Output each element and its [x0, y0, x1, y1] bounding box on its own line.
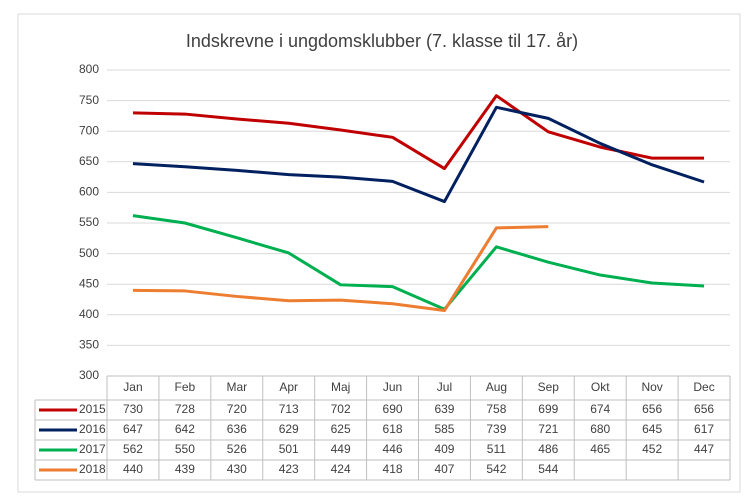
table-value: 739: [486, 422, 506, 436]
table-value: 542: [486, 462, 506, 476]
table-value: 418: [383, 462, 403, 476]
table-value: 452: [642, 442, 662, 456]
x-tick-label: Okt: [591, 380, 610, 394]
table-value: 713: [279, 402, 299, 416]
x-tick-label: Apr: [279, 380, 298, 394]
table-value: 449: [331, 442, 351, 456]
table-value: 656: [642, 402, 662, 416]
x-tick-label: Feb: [175, 380, 196, 394]
table-value: 439: [175, 462, 195, 476]
table-value: 625: [331, 422, 351, 436]
legend-label: 2016: [79, 422, 106, 436]
y-tick-label: 750: [79, 93, 99, 107]
legend-label: 2017: [79, 442, 106, 456]
table-value: 544: [538, 462, 558, 476]
table-value: 647: [123, 422, 143, 436]
y-tick-label: 500: [79, 246, 99, 260]
x-tick-label: Jun: [383, 380, 402, 394]
legend-label: 2015: [79, 402, 106, 416]
table-value: 639: [434, 402, 454, 416]
x-tick-label: Maj: [331, 380, 350, 394]
table-value: 409: [434, 442, 454, 456]
table-value: 721: [538, 422, 558, 436]
x-tick-label: Mar: [226, 380, 247, 394]
table-value: 702: [331, 402, 351, 416]
table-value: 617: [694, 422, 714, 436]
table-value: 407: [434, 462, 454, 476]
chart-border: [17, 13, 741, 493]
table-value: 642: [175, 422, 195, 436]
x-tick-label: Aug: [486, 380, 507, 394]
table-value: 758: [486, 402, 506, 416]
table-value: 501: [279, 442, 299, 456]
table-value: 728: [175, 402, 195, 416]
table-value: 526: [227, 442, 247, 456]
table-value: 446: [383, 442, 403, 456]
table-value: 424: [331, 462, 351, 476]
x-tick-label: Dec: [693, 380, 714, 394]
series-line: [132, 94, 705, 171]
table-value: 680: [590, 422, 610, 436]
table-value: 447: [694, 442, 714, 456]
y-tick-label: 800: [79, 62, 99, 76]
table-value: 423: [279, 462, 299, 476]
table-value: 656: [694, 402, 714, 416]
table-value: 486: [538, 442, 558, 456]
table-value: 562: [123, 442, 143, 456]
table-value: 645: [642, 422, 662, 436]
x-tick-label: Jul: [437, 380, 452, 394]
series-line: [132, 105, 705, 204]
legend-label: 2018: [79, 462, 106, 476]
table-value: 629: [279, 422, 299, 436]
y-tick-label: 700: [79, 123, 99, 137]
table-value: 440: [123, 462, 143, 476]
table-value: 618: [383, 422, 403, 436]
y-tick-label: 350: [79, 338, 99, 352]
y-tick-label: 600: [79, 185, 99, 199]
table-value: 511: [487, 442, 506, 456]
x-tick-label: Nov: [641, 380, 662, 394]
table-value: 636: [227, 422, 247, 436]
table-value: 720: [227, 402, 247, 416]
y-tick-label: 400: [79, 307, 99, 321]
table-value: 585: [434, 422, 454, 436]
y-tick-label: 550: [79, 215, 99, 229]
y-tick-label: 300: [79, 368, 99, 382]
table-value: 430: [227, 462, 247, 476]
table-value: 690: [383, 402, 403, 416]
series-line: [132, 214, 705, 311]
series-line: [132, 225, 549, 313]
chart-title: Indskrevne i ungdomsklubber (7. klasse t…: [186, 31, 578, 51]
table-value: 674: [590, 402, 610, 416]
table-value: 730: [123, 402, 143, 416]
table-value: 465: [590, 442, 610, 456]
y-tick-label: 450: [79, 276, 99, 290]
x-tick-label: Sep: [538, 380, 560, 394]
x-tick-label: Jan: [123, 380, 142, 394]
y-tick-label: 650: [79, 154, 99, 168]
table-value: 550: [175, 442, 195, 456]
table-value: 699: [538, 402, 558, 416]
